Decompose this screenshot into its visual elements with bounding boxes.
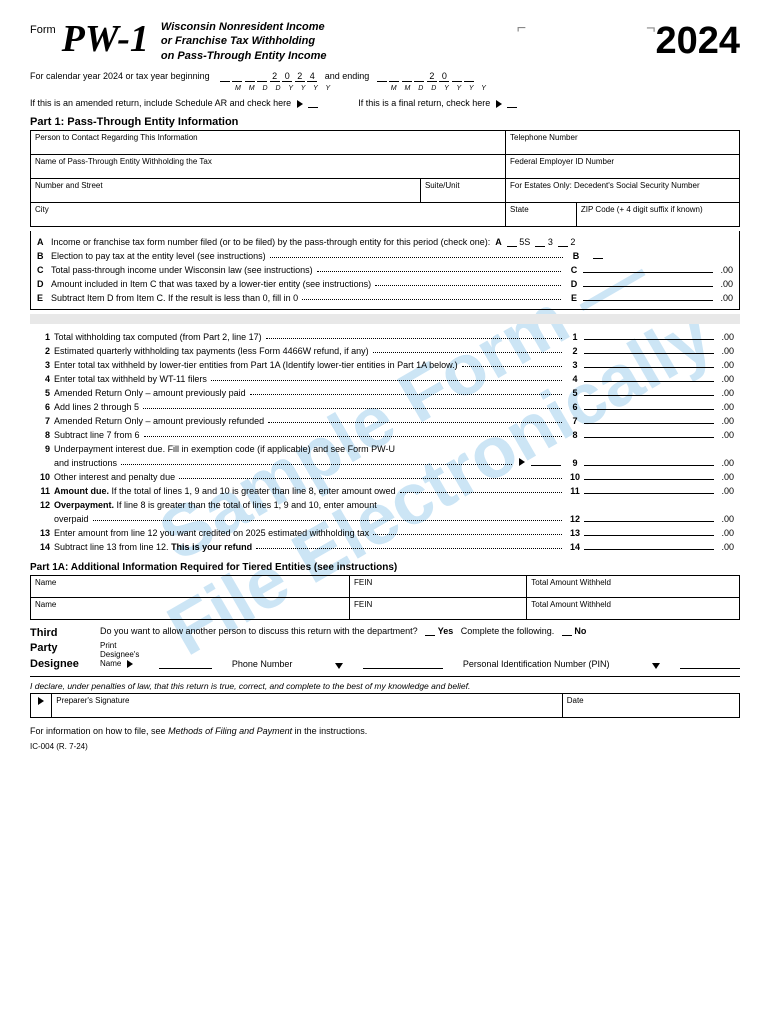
yes-checkbox[interactable] <box>425 628 435 636</box>
arrow-icon <box>519 458 525 466</box>
p1a-fein-1[interactable]: FEIN <box>350 576 527 598</box>
form-number: PW-1 <box>62 20 149 58</box>
part1a-title: Part 1A: Additional Information Required… <box>30 562 740 573</box>
suite-field[interactable]: Suite/Unit <box>420 179 505 203</box>
gray-divider <box>30 314 740 324</box>
line-8: 8Subtract line 7 from 68.00 <box>36 428 734 442</box>
date-row: For calendar year 2024 or tax year begin… <box>30 71 740 92</box>
arrow-icon <box>38 697 44 705</box>
line-13: 13Enter amount from line 12 you want cre… <box>36 526 734 540</box>
zip-field[interactable]: ZIP Code (+ 4 digit suffix if known) <box>576 203 739 227</box>
p1a-fein-2[interactable]: FEIN <box>350 598 527 620</box>
arrow-icon <box>127 660 133 668</box>
line-4: 4Enter total tax withheld by WT-11 filer… <box>36 372 734 386</box>
state-field[interactable]: State <box>506 203 577 227</box>
line-14: 14Subtract line 13 from line 12. This is… <box>36 540 734 554</box>
preparer-signature[interactable]: Preparer's Signature <box>52 694 562 718</box>
form-header: Form PW-1 Wisconsin Nonresident Income o… <box>30 20 740 63</box>
check-row: If this is an amended return, include Sc… <box>30 98 740 108</box>
pin-input[interactable] <box>680 668 740 669</box>
line-c: C Total pass-through income under Wiscon… <box>37 263 733 277</box>
line-5: 5Amended Return Only – amount previously… <box>36 386 734 400</box>
contact-field[interactable]: Person to Contact Regarding This Informa… <box>31 131 506 155</box>
line-b: B Election to pay tax at the entity leve… <box>37 249 733 263</box>
line-2: 2Estimated quarterly withholding tax pay… <box>36 344 734 358</box>
declaration-text: I declare, under penalties of law, that … <box>30 681 740 691</box>
phone-field[interactable]: Telephone Number <box>506 131 740 155</box>
city-field[interactable]: City <box>31 203 506 227</box>
triangle-down-icon <box>652 663 660 669</box>
phone-input[interactable] <box>363 668 443 669</box>
form-title: Wisconsin Nonresident Income or Franchis… <box>161 20 517 63</box>
amended-checkbox[interactable] <box>308 100 318 108</box>
line-12: 12Overpayment. If line 8 is greater than… <box>36 498 734 512</box>
street-field[interactable]: Number and Street <box>31 179 421 203</box>
no-checkbox[interactable] <box>562 628 572 636</box>
designee-name-input[interactable] <box>159 668 212 669</box>
bracket-right: ¬ <box>646 20 655 38</box>
entity-info-table: Person to Contact Regarding This Informa… <box>30 130 740 227</box>
fein-field[interactable]: Federal Employer ID Number <box>506 155 740 179</box>
line-11: 11Amount due. If the total of lines 1, 9… <box>36 484 734 498</box>
line-9: 9Underpayment interest due. Fill in exem… <box>36 442 734 456</box>
arrow-icon <box>297 100 303 108</box>
third-party-section: Third Party Designee Do you want to allo… <box>30 626 740 677</box>
ssn-field[interactable]: For Estates Only: Decedent's Social Secu… <box>506 179 740 203</box>
footer-info: For information on how to file, see Meth… <box>30 726 740 736</box>
line-d: D Amount included in Item C that was tax… <box>37 277 733 291</box>
p1a-name-2[interactable]: Name <box>31 598 350 620</box>
part1-title: Part 1: Pass-Through Entity Information <box>30 116 740 128</box>
p1a-total-1[interactable]: Total Amount Withheld <box>527 576 740 598</box>
p1a-name-1[interactable]: Name <box>31 576 350 598</box>
triangle-down-icon <box>335 663 343 669</box>
p1a-total-2[interactable]: Total Amount Withheld <box>527 598 740 620</box>
line-3: 3Enter total tax withheld by lower-tier … <box>36 358 734 372</box>
part1a-table: Name FEIN Total Amount Withheld Name FEI… <box>30 575 740 620</box>
line-7: 7Amended Return Only – amount previously… <box>36 414 734 428</box>
entity-name-field[interactable]: Name of Pass-Through Entity Withholding … <box>31 155 506 179</box>
signature-date[interactable]: Date <box>562 694 739 718</box>
final-checkbox[interactable] <box>507 100 517 108</box>
line-e: E Subtract Item D from Item C. If the re… <box>37 291 733 305</box>
line-a: A Income or franchise tax form number fi… <box>37 235 733 249</box>
signature-table: Preparer's Signature Date <box>30 693 740 718</box>
tax-year: 2024 <box>655 20 740 63</box>
arrow-icon <box>496 100 502 108</box>
form-id: IC-004 (R. 7-24) <box>30 742 740 751</box>
line-1: 1Total withholding tax computed (from Pa… <box>36 330 734 344</box>
bracket-left: ⌐ <box>517 20 526 38</box>
form-label: Form <box>30 24 56 36</box>
line-10: 10Other interest and penalty due10.00 <box>36 470 734 484</box>
line-6: 6Add lines 2 through 56.00 <box>36 400 734 414</box>
